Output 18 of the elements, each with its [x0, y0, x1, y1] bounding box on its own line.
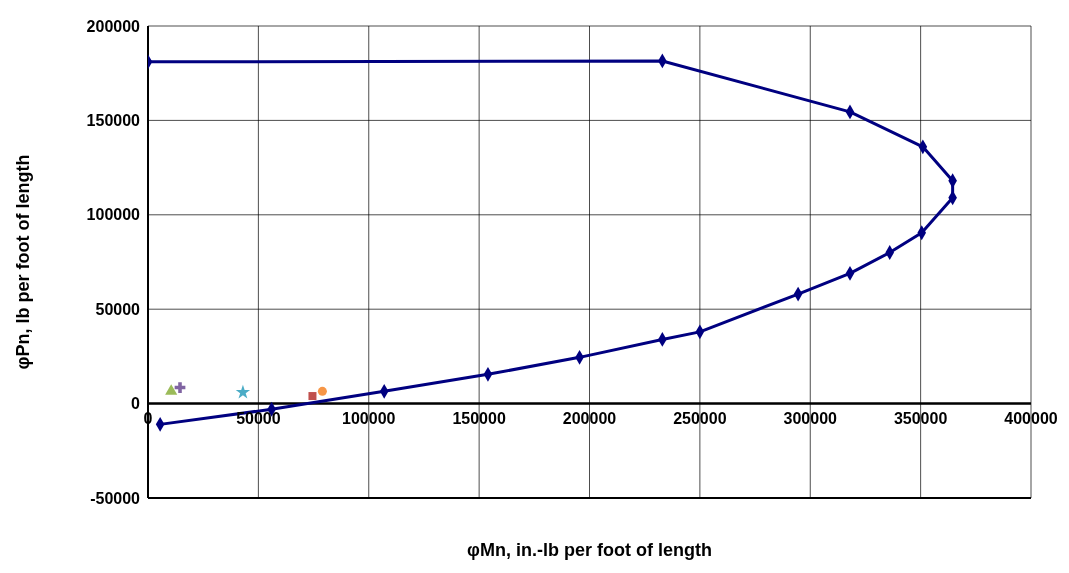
x-axis-title: φMn, in.-lb per foot of length — [467, 540, 712, 560]
x-tick-label: 300000 — [783, 409, 838, 427]
point — [317, 386, 327, 396]
y-tick-label: -50000 — [90, 489, 141, 507]
y-tick-label: 100000 — [86, 206, 141, 224]
y-tick-label: 50000 — [95, 300, 141, 318]
point — [174, 382, 186, 393]
y-axis-title: φPn, lb per foot of length — [13, 154, 34, 370]
point — [165, 384, 178, 395]
x-tick-label: 150000 — [452, 409, 506, 427]
x-tick-label: 400000 — [1004, 409, 1058, 427]
point — [308, 392, 317, 401]
y-tick-label: 200000 — [86, 17, 141, 35]
point — [235, 384, 251, 399]
x-tick-label: 250000 — [673, 409, 727, 427]
x-tick-label: 100000 — [342, 409, 396, 427]
y-tick-label: 0 — [131, 395, 141, 413]
y-tick-label: 150000 — [86, 112, 141, 130]
